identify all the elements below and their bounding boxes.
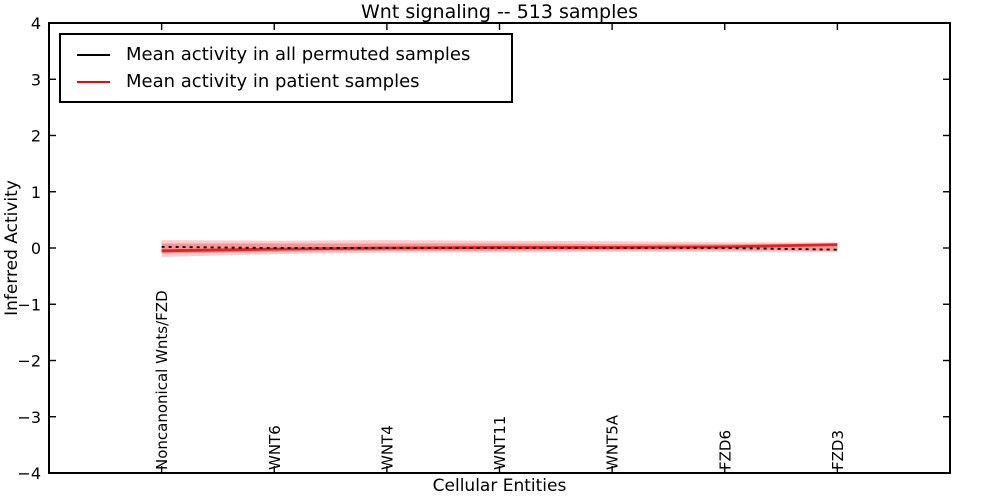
y-axis-title: Inferred Activity: [2, 180, 22, 316]
y-tick-label: 2: [31, 127, 41, 146]
legend-line-sample-red: [77, 80, 110, 83]
legend-item-patient: Mean activity in patient samples: [61, 68, 511, 95]
plot-frame: [48, 22, 951, 474]
y-tick-label: 0: [31, 239, 41, 258]
legend-label: Mean activity in patient samples: [126, 71, 420, 92]
y-tick-label: −3: [17, 408, 41, 427]
x-tick-label: WNT11: [491, 416, 509, 470]
x-tick-label: FZD6: [716, 430, 734, 470]
legend-label: Mean activity in all permuted samples: [126, 44, 471, 65]
y-tick-label: −4: [17, 464, 41, 483]
x-tick-label: Noncanonical Wnts/FZD: [153, 290, 171, 470]
y-tick-label: −1: [17, 295, 41, 314]
legend-item-permuted: Mean activity in all permuted samples: [61, 41, 511, 68]
x-tick-label: WNT6: [266, 425, 284, 470]
x-tick-label: WNT4: [378, 425, 396, 470]
y-tick-label: 3: [31, 70, 41, 89]
legend: Mean activity in all permuted samples Me…: [59, 33, 513, 103]
series-line-permuted-mean: [161, 245, 838, 251]
legend-line-sample-black: [77, 53, 110, 56]
x-tick-label: FZD3: [829, 430, 847, 470]
y-tick-label: 4: [31, 14, 41, 33]
y-tick-label: 1: [31, 183, 41, 202]
x-axis-title: Cellular Entities: [432, 476, 567, 496]
y-tick-label: −2: [17, 352, 41, 371]
x-tick-label: WNT5A: [604, 414, 622, 470]
chart-title: Wnt signaling -- 513 samples: [361, 1, 638, 23]
